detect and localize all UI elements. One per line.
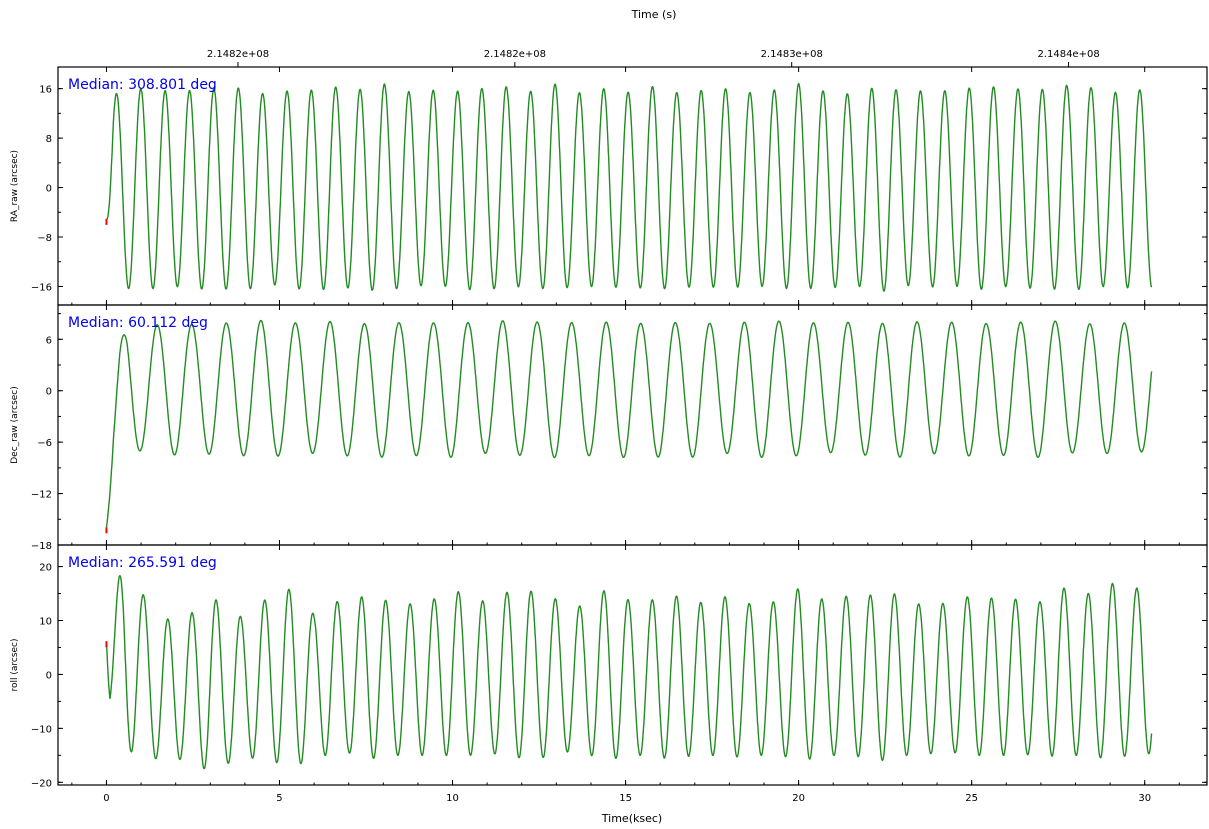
panel-3: −20 −10 0 10 20 roll (arcsec) Median: 265.591 …	[10, 544, 1208, 789]
x-tick-label: 25	[965, 793, 978, 804]
x-tick-label: 0	[103, 793, 109, 804]
top-axis-title: Time (s)	[631, 8, 677, 21]
y-tick-label: 8	[46, 134, 52, 145]
y-tick-label: −12	[31, 490, 52, 501]
series-line	[106, 82, 1153, 292]
y-tick-label: −8	[37, 233, 52, 244]
panel-1: −16 −8 0 8 16 RA_raw (arcsec) Median: 308.801 …	[10, 66, 1208, 306]
y-axis-label: RA_raw (arcsec)	[10, 150, 20, 222]
panel-frame	[57, 544, 1208, 786]
y-axis-label: Dec_raw (arcsec)	[10, 386, 20, 464]
y-tick-label: 0	[46, 387, 52, 398]
y-tick-label: 10	[39, 617, 52, 628]
top-x-tick-label: 2.1484e+08	[1037, 49, 1099, 60]
y-tick-label: −16	[31, 282, 52, 293]
panel-2: −18 −12 −6 0 6 Dec_raw (arcsec) Median: 60.112…	[10, 304, 1208, 552]
series-line	[105, 319, 1153, 528]
panel-frame	[57, 66, 1208, 306]
x-tick-label: 30	[1138, 793, 1151, 804]
top-x-tick-label: 2.1483e+08	[761, 49, 823, 60]
top-x-tick-label: 2.1482e+08	[484, 49, 546, 60]
y-tick-label: 6	[46, 335, 52, 346]
y-tick-label: 16	[39, 85, 52, 96]
x-tick-label: 20	[792, 793, 805, 804]
y-tick-label: −10	[31, 724, 52, 735]
bottom-axis-title: Time(ksec)	[601, 812, 662, 825]
y-tick-label: 20	[39, 563, 52, 574]
median-annotation: Median: 308.801 deg	[68, 77, 217, 93]
x-tick-label: 10	[446, 793, 459, 804]
y-tick-label: −18	[31, 541, 52, 552]
y-tick-label: −6	[37, 438, 52, 449]
panels-group: −16 −8 0 8 16 RA_raw (arcsec) Median: 308.801 …	[10, 49, 1208, 804]
y-axis-label: roll (arcsec)	[10, 638, 20, 691]
median-annotation: Median: 265.591 deg	[68, 555, 217, 571]
x-tick-label: 5	[276, 793, 282, 804]
y-tick-label: 0	[46, 184, 52, 195]
median-annotation: Median: 60.112 deg	[68, 315, 208, 331]
top-x-tick-label: 2.1482e+08	[207, 49, 269, 60]
x-tick-label: 15	[619, 793, 632, 804]
y-tick-label: −20	[31, 778, 52, 789]
y-tick-label: 0	[46, 670, 52, 681]
series-line	[105, 575, 1153, 770]
